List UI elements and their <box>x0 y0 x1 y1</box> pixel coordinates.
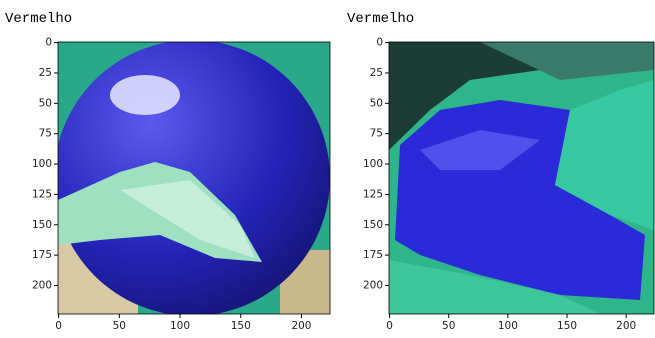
x-tick-label: 200 <box>616 320 636 332</box>
y-tick-label: 50 <box>370 97 383 109</box>
x-tick-label: 200 <box>291 320 311 332</box>
y-tick-label: 75 <box>39 128 52 140</box>
page: Vermelho 0 50 100 150 200 0 25 50 75 100 125 150 175 2… <box>0 0 655 338</box>
y-tick-label: 175 <box>363 249 383 261</box>
y-tick-label: 100 <box>363 158 383 170</box>
x-tick-label: 100 <box>170 320 190 332</box>
y-tick-label: 25 <box>370 67 383 79</box>
y-tick-label: 25 <box>39 67 52 79</box>
panel-label: Vermelho <box>347 11 414 27</box>
image-1 <box>389 42 654 314</box>
y-tick-label: 200 <box>32 279 52 291</box>
x-tick-label: 150 <box>231 320 251 332</box>
y-tick-label: 0 <box>376 37 383 49</box>
x-tick-label: 50 <box>113 320 126 332</box>
y-tick-label: 0 <box>45 37 52 49</box>
x-tick-label: 0 <box>55 320 62 332</box>
image-0 <box>54 40 330 316</box>
panel-label: Vermelho <box>5 11 72 27</box>
y-tick-label: 150 <box>363 219 383 231</box>
x-tick-label: 100 <box>498 320 518 332</box>
y-tick-label: 175 <box>32 249 52 261</box>
y-tick-label: 100 <box>32 158 52 170</box>
y-tick-label: 150 <box>32 219 52 231</box>
y-tick-label: 125 <box>363 188 383 200</box>
x-tick-label: 0 <box>386 320 393 332</box>
y-tick-label: 200 <box>363 279 383 291</box>
y-tick-label: 50 <box>39 97 52 109</box>
x-tick-label: 50 <box>442 320 455 332</box>
y-tick-label: 125 <box>32 188 52 200</box>
y-tick-label: 75 <box>370 128 383 140</box>
x-tick-label: 150 <box>557 320 577 332</box>
